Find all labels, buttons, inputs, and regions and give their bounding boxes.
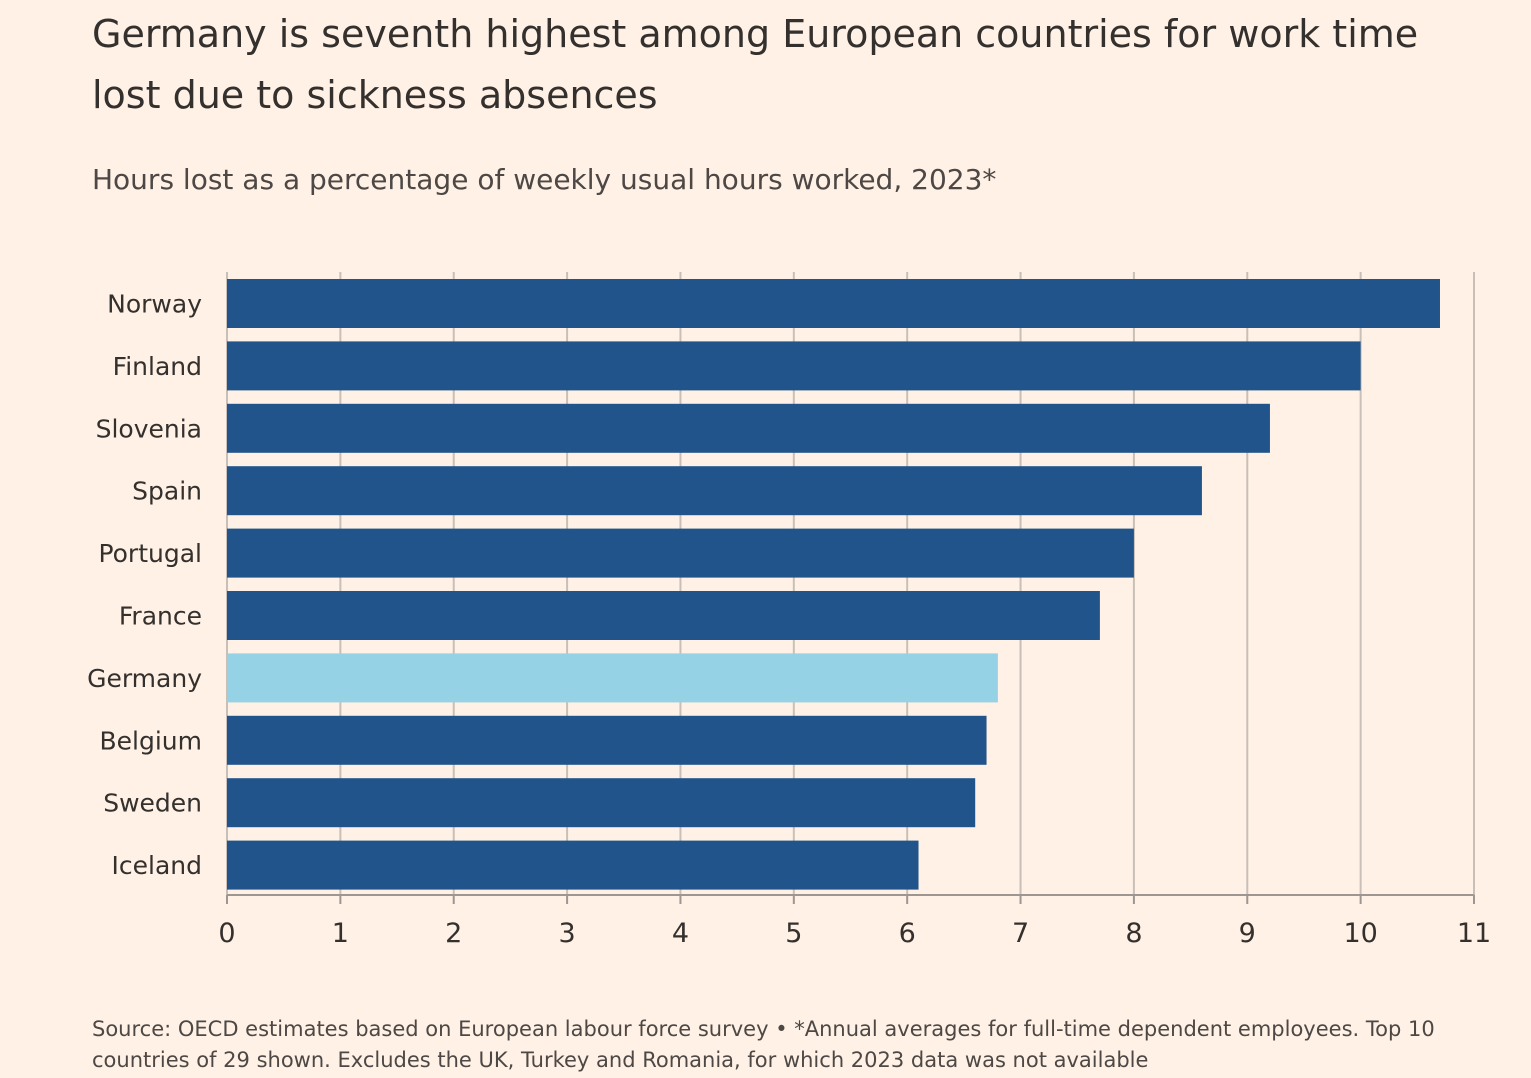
bar-iceland: [227, 840, 919, 890]
x-tick-label: 11: [1457, 918, 1491, 949]
x-tick-label: 5: [785, 918, 802, 949]
bar-spain: [227, 466, 1202, 516]
chart-subtitle: Hours lost as a percentage of weekly usu…: [92, 163, 997, 196]
bar-slovenia: [227, 403, 1270, 453]
bar-norway: [227, 279, 1440, 328]
category-labels: Norway Finland Slovenia Spain Portugal France…: [87, 290, 202, 881]
bar-finland: [227, 341, 1361, 391]
category-label: Slovenia: [96, 414, 202, 443]
x-tick-label: 10: [1343, 918, 1377, 949]
x-tick-label: 0: [218, 918, 235, 949]
x-tick-label: 6: [899, 918, 916, 949]
bar-portugal: [227, 528, 1134, 578]
category-label: France: [119, 602, 202, 631]
x-tick-label: 1: [332, 918, 349, 949]
x-tick-label: 2: [445, 918, 462, 949]
category-label: Germany: [87, 664, 202, 693]
category-label: Sweden: [103, 789, 202, 818]
x-tick-label: 8: [1125, 918, 1142, 949]
x-tick-label: 4: [672, 918, 689, 949]
x-tick-label: 3: [558, 918, 575, 949]
category-label: Iceland: [112, 851, 202, 880]
category-label: Belgium: [100, 726, 203, 755]
category-label: Spain: [132, 477, 202, 506]
bar-germany: [227, 653, 998, 703]
bar-sweden: [227, 778, 976, 828]
chart-title: Germany is seventh highest among Europea…: [92, 12, 1419, 117]
category-label: Portugal: [98, 539, 202, 568]
bar-france: [227, 591, 1100, 640]
x-tick-label: 7: [1012, 918, 1029, 949]
x-axis-ticks: 0 1 2 3 4 5 6 7 8 9 10 11: [218, 894, 1491, 949]
category-label: Norway: [107, 290, 202, 319]
x-tick-label: 9: [1239, 918, 1256, 949]
source-note: Source: OECD estimates based on European…: [92, 1017, 1435, 1072]
bars: [227, 279, 1440, 890]
bar-belgium: [227, 715, 987, 765]
category-label: Finland: [113, 352, 202, 381]
bar-chart: Norway Finland Slovenia Spain Portugal France…: [87, 272, 1491, 949]
